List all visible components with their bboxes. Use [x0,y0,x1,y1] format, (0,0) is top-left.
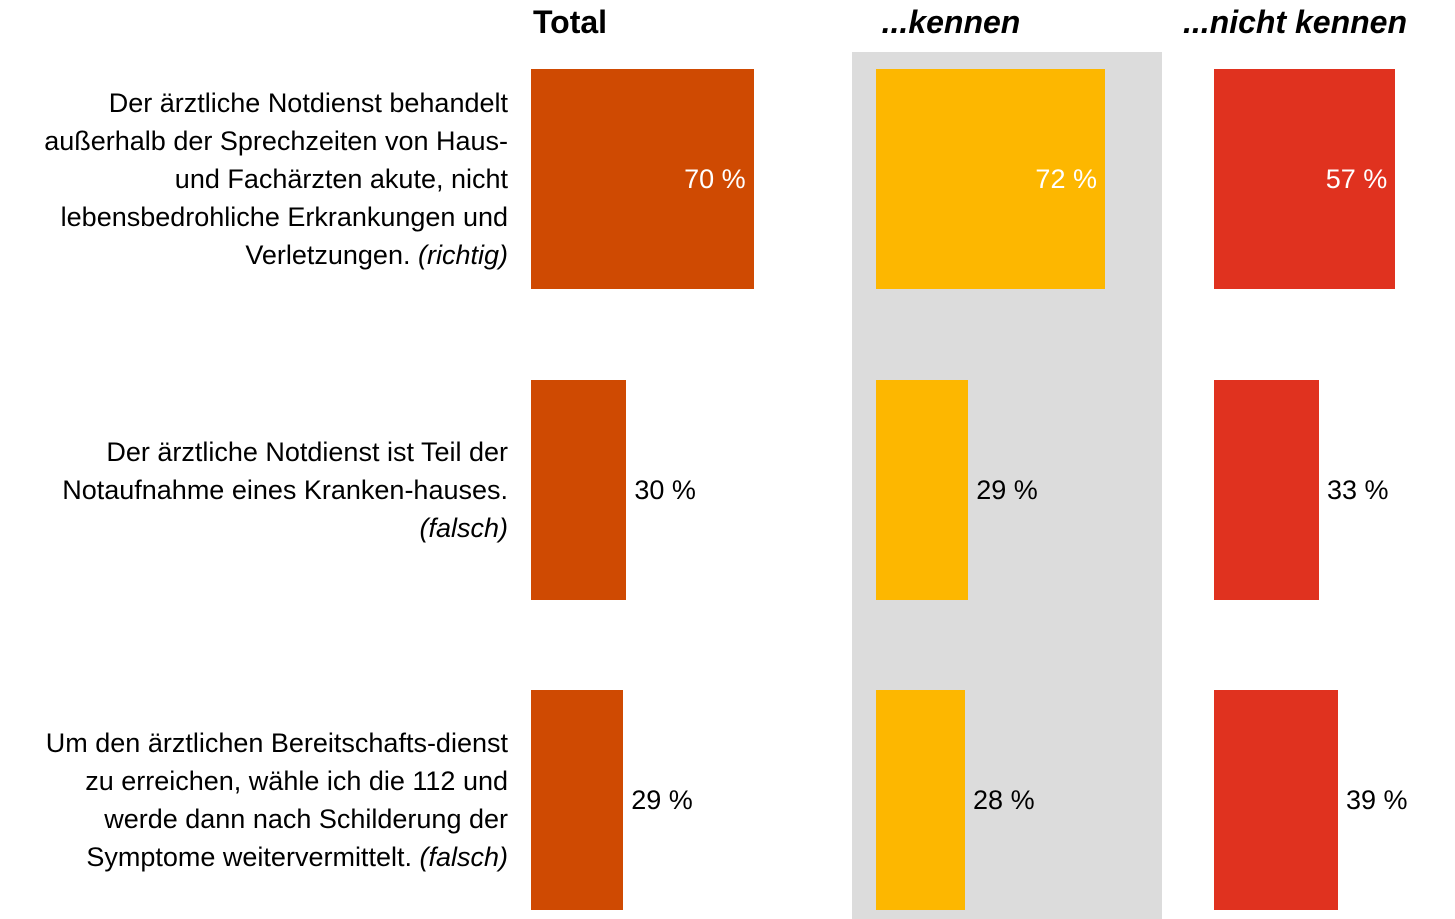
panel-title: ...nicht kennen [1182,4,1408,40]
bar [876,69,1105,289]
value-label: 57 % [1325,164,1388,194]
value-label: 33 % [1326,475,1389,505]
category-label: Der ärztliche Notdienst behandelt außerh… [16,84,508,274]
category-text: Der ärztliche Notdienst behandelt außerh… [44,88,508,270]
value-label: 30 % [634,475,696,505]
bar [531,69,754,289]
value-label: 29 % [976,475,1038,505]
bar [531,690,624,910]
value-label: 29 % [631,785,693,815]
bar [1214,380,1319,600]
category-note: (falsch) [419,513,508,543]
value-label: 70 % [684,164,746,194]
category-text: Der ärztliche Notdienst ist Teil der Not… [62,437,508,505]
category-label: Der ärztliche Notdienst ist Teil der Not… [16,433,508,547]
value-label: 28 % [973,785,1035,815]
category-note: (richtig) [417,240,508,270]
value-label: 39 % [1346,785,1408,815]
bar [531,380,627,600]
category-label: Um den ärztlichen Bereitschafts-dienst z… [16,724,508,876]
bar [876,690,966,910]
panel-title: Total [532,4,608,40]
bar [1214,690,1339,910]
bar [1214,69,1396,289]
category-text: Um den ärztlichen Bereitschafts-dienst z… [45,728,508,872]
value-label: 72 % [1035,164,1097,194]
bar [876,380,969,600]
panel-title: ...kennen [881,4,1021,40]
category-note: (falsch) [419,842,508,872]
